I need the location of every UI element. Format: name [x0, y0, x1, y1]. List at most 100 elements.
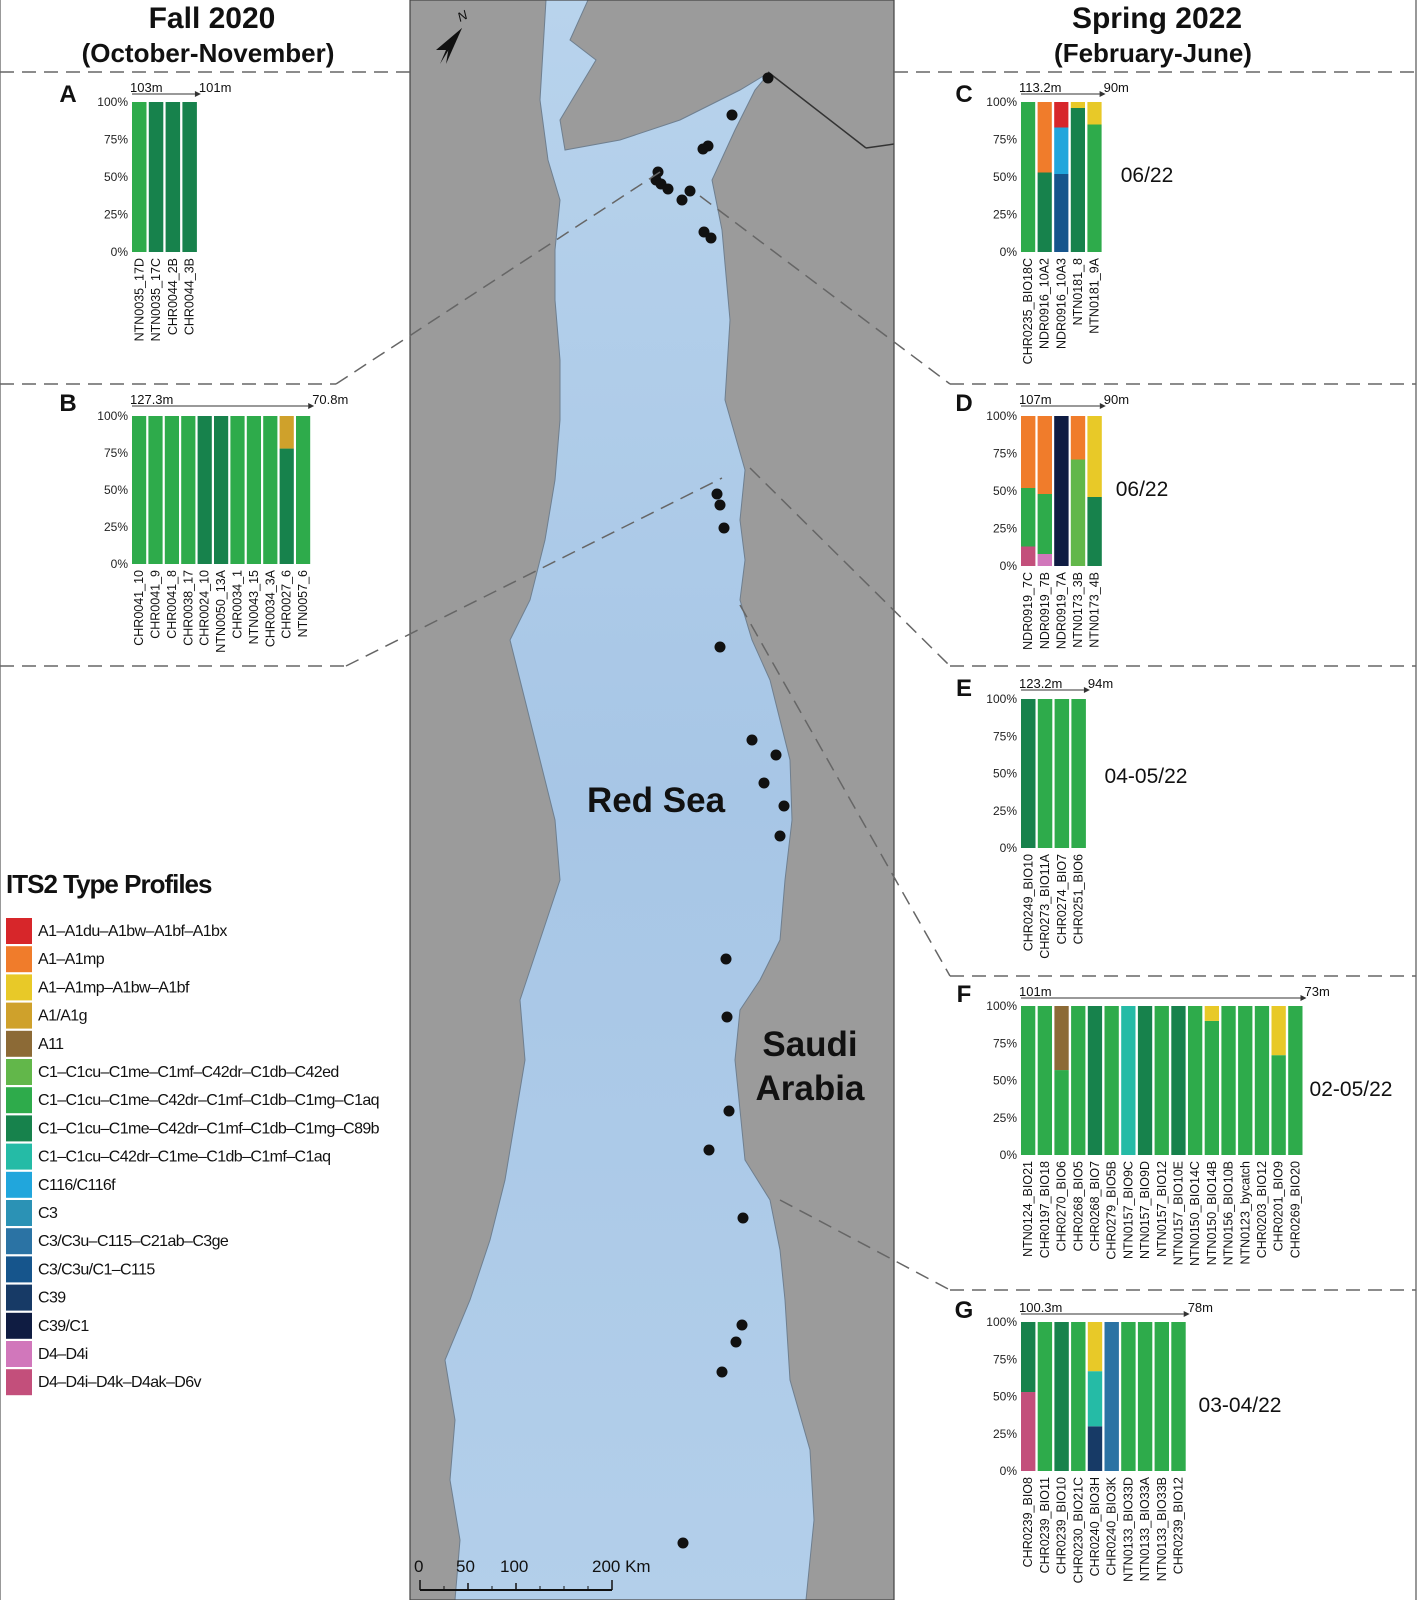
y-tick-label: 75% [993, 133, 1017, 147]
bar-segment [182, 102, 197, 252]
bar-segment [1087, 102, 1102, 125]
legend-label: D4–D4i–D4k–D4ak–D6v [38, 1374, 202, 1391]
bar-segment [1071, 1006, 1086, 1155]
depth-start-label: 123.2m [1019, 676, 1062, 691]
legend-swatch [6, 1087, 32, 1114]
x-tick-label: CHR0239_BIO12 [1172, 1477, 1186, 1574]
bar-segment [1171, 1322, 1186, 1471]
y-tick-label: 0% [111, 557, 129, 571]
legend-swatch [6, 918, 32, 944]
y-tick-label: 100% [986, 409, 1017, 423]
legend-swatch [6, 1312, 32, 1339]
dashed-line [749, 467, 951, 667]
bar-segment [1021, 1006, 1036, 1155]
x-tick-label: CHR0034_3A [263, 569, 277, 647]
legend-label: C39/C1 [38, 1318, 89, 1335]
bar-segment [1137, 1322, 1153, 1471]
bar-segment [132, 416, 147, 564]
legend-swatch [6, 1115, 32, 1142]
y-tick-label: 75% [104, 446, 128, 460]
sample-site-dot [714, 499, 726, 511]
bar-segment [1171, 1006, 1186, 1155]
legend-swatch [6, 1200, 32, 1226]
legend-label: A11 [38, 1036, 64, 1053]
sample-site-dot [737, 1212, 749, 1224]
y-tick-label: 25% [993, 1427, 1017, 1441]
bar-segment [1021, 546, 1036, 566]
chart-panel-f: F 100% 75% 50% 25% 0%NTN0124_BIO21 CHR0197_BIO… [957, 981, 1393, 1266]
panel-letter: G [955, 1297, 974, 1324]
bar-segment [1271, 1055, 1286, 1155]
y-tick-label: 100% [986, 692, 1017, 706]
bar-segment [1071, 699, 1086, 848]
chart-panel-a: A 100%75%50%25%0%NTN0035_17D NTN0035_17C CH… [59, 80, 231, 341]
legend-swatch [6, 1228, 32, 1255]
x-tick-label: CHR0251_BIO6 [1072, 854, 1086, 944]
x-tick-label: CHR0203_BIO12 [1255, 1161, 1269, 1258]
y-tick-label: 75% [993, 1036, 1017, 1050]
bar-segment [164, 416, 179, 564]
x-tick-label: CHR0270_BIO6 [1055, 1161, 1069, 1251]
x-tick-label: CHR0197_BIO18 [1038, 1161, 1052, 1258]
x-tick-label: CHR0230_BIO21C [1071, 1477, 1085, 1583]
bar-segment [1021, 416, 1036, 488]
map: Red Sea Saudi Arabia N 0 50 100 200 Km [409, 0, 895, 1600]
chart-panel-c: C 100%75%50%25%0%CHR0235_BIO18C NDR0916_10… [955, 80, 1173, 364]
x-tick-label: CHR0239_BIO11 [1038, 1477, 1052, 1573]
chart-panel-b: B 100%75%50%25%0%CHR0041_10 CHR0041_9 CHR00… [59, 390, 348, 653]
x-tick-label: CHR0249_BIO10 [1021, 854, 1035, 951]
legend-label: A1–A1mp–A1bw–A1bf [38, 979, 190, 996]
legend-swatch [6, 1171, 32, 1198]
panel-letter: C [955, 81, 972, 108]
x-tick-label: CHR0027_6 [280, 570, 294, 639]
bar-segment [1271, 1006, 1286, 1056]
sample-site-dot [774, 830, 786, 842]
sample-site-dot [736, 1319, 748, 1331]
panel-letter: B [59, 390, 76, 417]
x-tick-label: NTN0043_15 [247, 570, 261, 644]
bar-segment [1221, 1006, 1236, 1155]
bar-segment [279, 448, 294, 564]
y-tick-label: 50% [993, 767, 1017, 781]
bar-segment [1104, 1006, 1119, 1155]
bar-segment [1021, 1322, 1036, 1393]
panel-letter: F [957, 981, 972, 1008]
sample-site-dot [716, 1366, 728, 1378]
y-tick-label: 0% [1000, 1148, 1018, 1162]
x-tick-label: NDR0916_10A3 [1054, 258, 1068, 349]
y-tick-label: 25% [993, 1111, 1017, 1125]
y-tick-label: 50% [993, 484, 1017, 498]
legend-label: C3/C3u/C1–C115 [38, 1261, 155, 1278]
x-tick-label: CHR0044_2B [166, 258, 180, 335]
x-tick-label: NTN0157_BIO9C [1121, 1161, 1135, 1259]
map-label-country-1: Saudi [762, 1025, 857, 1064]
dashed-line [699, 195, 951, 385]
y-tick-label: 75% [993, 447, 1017, 461]
bar-segment [1037, 172, 1052, 252]
bar-segment [1087, 1322, 1103, 1372]
sample-site-dot [762, 72, 774, 84]
x-tick-label: CHR0269_BIO20 [1288, 1161, 1302, 1258]
legend-title: ITS2 Type Profiles [6, 869, 212, 899]
legend-label: C39 [38, 1290, 66, 1307]
sampling-date-label: 04-05/22 [1105, 765, 1188, 788]
panel-letter: D [955, 390, 972, 417]
bar-segment [1054, 416, 1069, 566]
legend-swatch [6, 1030, 32, 1057]
depth-end-label: 70.8m [312, 392, 348, 407]
sample-site-dot [697, 143, 709, 155]
sample-site-dot [770, 749, 782, 761]
x-tick-label: CHR0274_BIO7 [1055, 854, 1069, 944]
y-tick-label: 50% [104, 170, 128, 184]
bar-segment [1087, 1426, 1103, 1471]
legend-label: C116/C116f [38, 1177, 116, 1194]
bar-segment [197, 416, 212, 564]
legend-label: A1/A1g [38, 1008, 87, 1025]
x-tick-label: NTN0035_17D [132, 258, 146, 341]
y-tick-label: 100% [986, 1315, 1017, 1329]
y-tick-label: 100% [986, 999, 1017, 1013]
bar-segment [1204, 1020, 1219, 1155]
y-tick-label: 100% [97, 409, 128, 423]
bar-segment [1070, 102, 1085, 108]
bar-segment [296, 416, 311, 564]
